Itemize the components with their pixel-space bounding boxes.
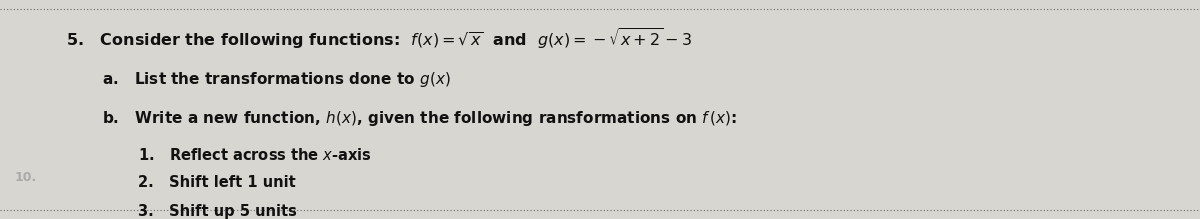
Text: a.   List the transformations done to $g(x)$: a. List the transformations done to $g(x… <box>102 70 451 89</box>
Text: 2.   Shift left 1 unit: 2. Shift left 1 unit <box>138 175 295 190</box>
Text: b.   Write a new function, $h(x)$, given the following ransformations on $f\,(x): b. Write a new function, $h(x)$, given t… <box>102 110 737 129</box>
Text: 3.   Shift up 5 units: 3. Shift up 5 units <box>138 204 296 219</box>
Text: 10.: 10. <box>14 171 37 184</box>
Text: 5.   Consider the following functions:  $f(x) = \sqrt{x}$  and  $g(x) = -\sqrt{x: 5. Consider the following functions: $f(… <box>66 26 692 51</box>
Text: 1.   Reflect across the $x$-axis: 1. Reflect across the $x$-axis <box>138 147 372 163</box>
